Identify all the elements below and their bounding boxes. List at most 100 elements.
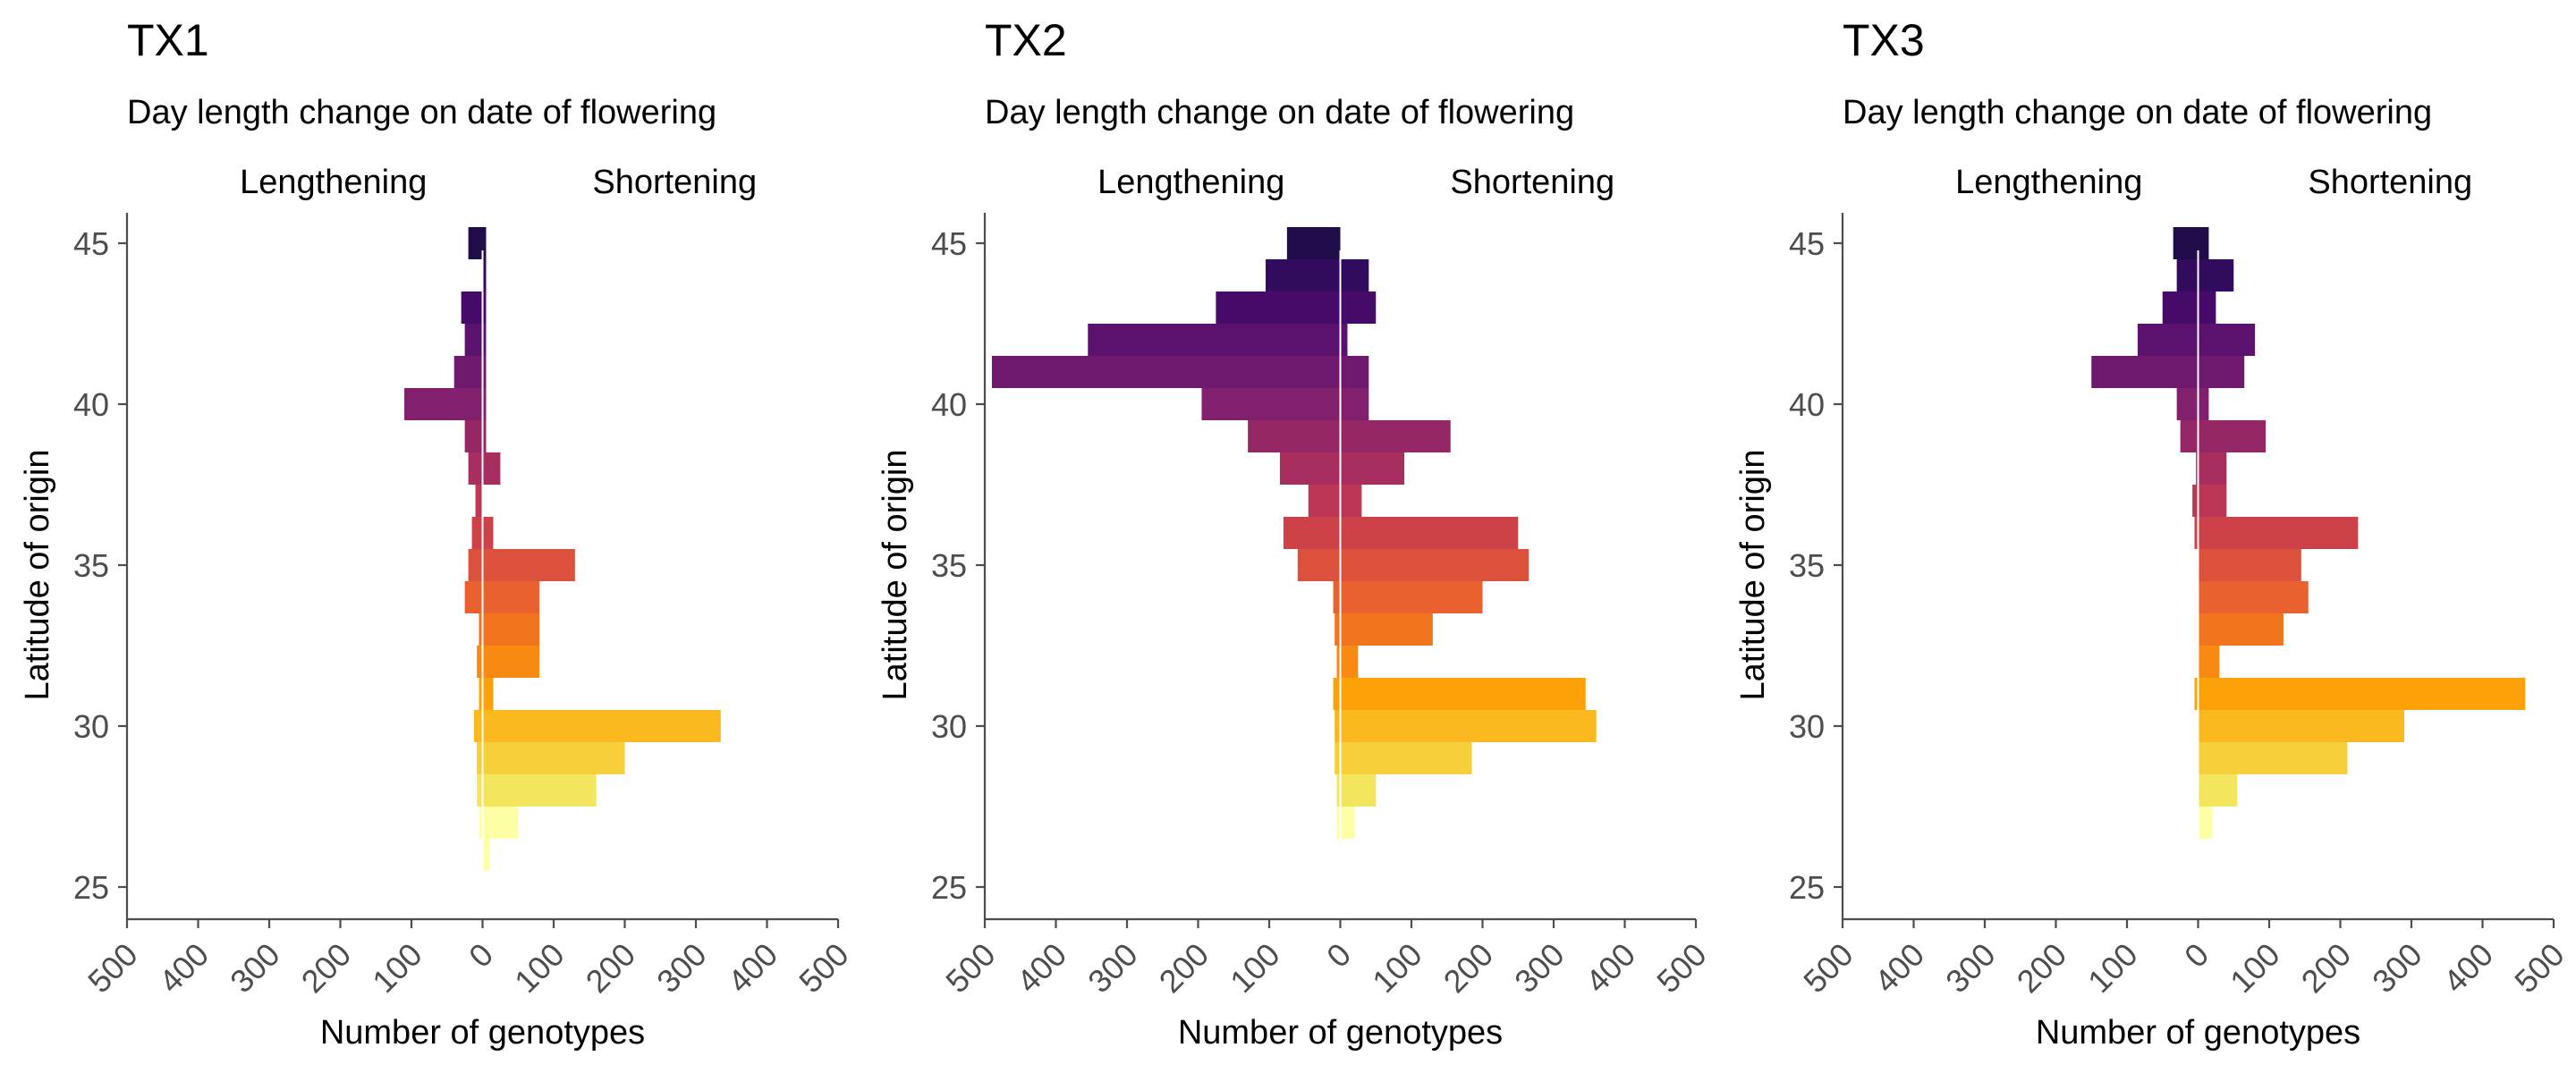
bar-lengthening-lat-42 <box>2137 324 2199 356</box>
y-tick-label: 45 <box>1789 225 1825 262</box>
bar-lengthening-lat-36 <box>1283 517 1341 549</box>
bar-lengthening-lat-43 <box>461 291 483 324</box>
bar-shortening-lat-42 <box>1340 324 1348 356</box>
bar-shortening-lat-30 <box>1340 710 1597 742</box>
bar-shortening-lat-31 <box>482 678 494 710</box>
bar-shortening-lat-38 <box>482 452 501 485</box>
panel-subtitle: Day length change on date of flowering <box>127 94 716 131</box>
x-tick-label: 400 <box>2436 936 2500 1000</box>
bar-shortening-lat-31 <box>2198 678 2526 710</box>
x-tick-label: 300 <box>649 936 713 1000</box>
x-tick-label: 0 <box>462 936 500 975</box>
bar-lengthening-lat-43 <box>2162 291 2199 324</box>
bar-shortening-lat-43 <box>2198 291 2216 324</box>
y-tick-label: 25 <box>931 869 967 906</box>
bar-lengthening-lat-32 <box>477 646 483 678</box>
bar-shortening-lat-41 <box>1340 356 1369 388</box>
x-tick-label: 300 <box>223 936 286 1000</box>
x-tick-label: 100 <box>1223 936 1286 1000</box>
bar-shortening-lat-27 <box>2198 807 2213 839</box>
x-tick-label: 400 <box>1868 936 1931 1000</box>
bar-shortening-lat-42 <box>482 324 487 356</box>
bar-shortening-lat-30 <box>2198 710 2405 742</box>
y-tick-label: 30 <box>931 708 967 745</box>
panel-subtitle: Day length change on date of flowering <box>985 94 1574 131</box>
panel-tx1: TX1 Day length change on date of flowerin… <box>19 15 856 1052</box>
x-tick-label: 200 <box>1436 936 1500 1000</box>
bar-lengthening-lat-31 <box>479 678 483 710</box>
bar-shortening-lat-45 <box>2198 227 2209 259</box>
bar-shortening-lat-32 <box>1340 646 1359 678</box>
bar-shortening-lat-39 <box>1340 420 1451 452</box>
bar-shortening-lat-33 <box>2198 613 2284 646</box>
bar-lengthening-lat-35 <box>468 549 483 581</box>
x-tick-label: 200 <box>579 936 642 1000</box>
x-tick-label: 400 <box>721 936 784 1000</box>
panel-subtitle: Day length change on date of flowering <box>1843 94 2432 131</box>
bar-shortening-lat-41 <box>482 356 487 388</box>
bar-lengthening-lat-41 <box>991 356 1341 388</box>
x-tick-label: 400 <box>1579 936 1642 1000</box>
panel-title: TX1 <box>127 15 209 65</box>
bar-shortening-lat-38 <box>2198 452 2227 485</box>
bar-shortening-lat-41 <box>2198 356 2245 388</box>
bar-shortening-lat-28 <box>1340 774 1377 807</box>
x-tick-label: 100 <box>2080 936 2144 1000</box>
bar-lengthening-lat-34 <box>464 581 483 613</box>
x-axis-title: Number of genotypes <box>2036 1014 2360 1052</box>
bar-lengthening-lat-45 <box>2173 227 2199 259</box>
bar-lengthening-lat-45 <box>468 227 483 259</box>
bar-lengthening-lat-39 <box>464 420 483 452</box>
x-tick-label: 200 <box>2294 936 2358 1000</box>
bar-lengthening-lat-38 <box>2196 452 2199 485</box>
bar-lengthening-lat-35 <box>1297 549 1341 581</box>
bar-shortening-lat-43 <box>482 291 487 324</box>
bar-shortening-lat-29 <box>1340 742 1472 774</box>
x-tick-label: 200 <box>2010 936 2073 1000</box>
bar-lengthening-lat-42 <box>464 324 483 356</box>
x-tick-label: 300 <box>2365 936 2428 1000</box>
bar-lengthening-lat-41 <box>453 356 483 388</box>
bar-shortening-lat-34 <box>482 581 540 613</box>
y-axis-title: Latitude of origin <box>19 450 56 701</box>
bar-lengthening-lat-31 <box>2194 678 2199 710</box>
bar-lengthening-lat-29 <box>477 742 483 774</box>
bar-shortening-lat-28 <box>2198 774 2238 807</box>
panel-title: TX2 <box>985 15 1067 65</box>
bar-shortening-lat-40 <box>2198 388 2209 420</box>
bar-shortening-lat-40 <box>482 388 487 420</box>
bar-shortening-lat-42 <box>2198 324 2256 356</box>
bar-shortening-lat-26 <box>482 839 490 871</box>
bar-shortening-lat-37 <box>2198 485 2227 517</box>
bar-shortening-lat-44 <box>482 259 487 291</box>
x-tick-label: 0 <box>2177 936 2216 975</box>
y-axis-title: Latitude of origin <box>877 450 914 701</box>
x-tick-label: 300 <box>1938 936 2002 1000</box>
x-tick-label: 500 <box>1649 936 1713 1000</box>
bar-shortening-lat-32 <box>2198 646 2220 678</box>
bar-lengthening-lat-34 <box>1333 581 1341 613</box>
bar-shortening-lat-28 <box>482 774 597 807</box>
y-axis-title: Latitude of origin <box>1734 450 1772 701</box>
bar-shortening-lat-34 <box>1340 581 1483 613</box>
y-tick-label: 35 <box>1789 547 1825 584</box>
bar-lengthening-lat-39 <box>2180 420 2199 452</box>
bar-lengthening-lat-30 <box>1335 710 1341 742</box>
panel-title: TX3 <box>1843 15 1925 65</box>
bar-lengthening-lat-27 <box>479 807 483 839</box>
x-tick-label: 400 <box>1010 936 1073 1000</box>
bar-shortening-lat-44 <box>1340 259 1369 291</box>
y-tick-label: 35 <box>73 547 109 584</box>
bar-shortening-lat-39 <box>482 420 487 452</box>
y-tick-label: 45 <box>931 225 967 262</box>
y-tick-label: 40 <box>1789 386 1825 423</box>
bar-lengthening-lat-42 <box>1088 324 1341 356</box>
bar-lengthening-lat-40 <box>1201 388 1341 420</box>
bar-shortening-lat-34 <box>2198 581 2309 613</box>
x-axis-title: Number of genotypes <box>320 1014 645 1052</box>
shortening-label: Shortening <box>1450 164 1614 201</box>
shortening-label: Shortening <box>592 164 757 201</box>
x-tick-label: 400 <box>152 936 216 1000</box>
lengthening-label: Lengthening <box>1097 164 1284 201</box>
